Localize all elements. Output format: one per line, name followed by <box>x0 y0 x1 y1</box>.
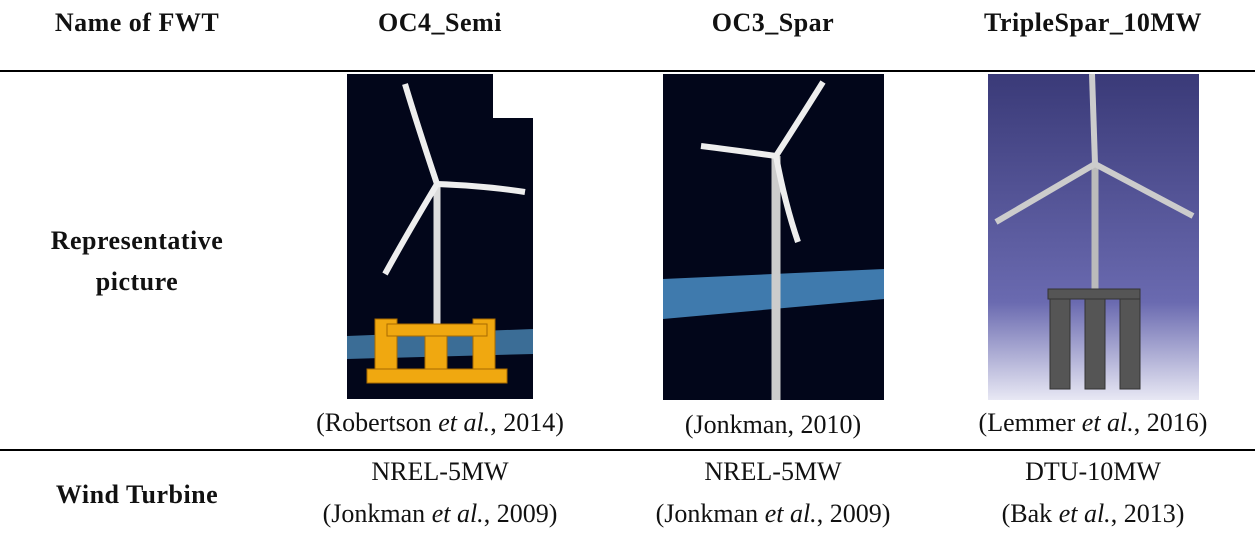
text-part: et al. <box>1058 499 1111 528</box>
turbine-name: NREL-5MW <box>704 457 842 486</box>
header-cell: TripleSpar_10MW <box>984 8 1202 37</box>
rule <box>0 449 1255 451</box>
header-cell: OC3_Spar <box>711 8 835 37</box>
caption: (Robertson et al., 2014) <box>316 408 564 438</box>
text-part: (Robertson <box>316 408 439 437</box>
caption: (Lemmer et al., 2016) <box>979 408 1208 438</box>
turbine-ref: (Bak et al., 2013) <box>1002 499 1185 529</box>
text-part: (Jonkman <box>322 499 432 528</box>
text-part: et al. <box>1081 408 1134 437</box>
text-part: (Jonkman <box>655 499 765 528</box>
picture-oc3 <box>663 74 884 400</box>
turbine-name: DTU-10MW <box>1025 457 1161 486</box>
row-label: picture <box>95 267 179 296</box>
text-part: , 2009) <box>816 499 891 528</box>
row-label: Representative <box>50 226 224 255</box>
text-part: (Bak <box>1001 499 1059 528</box>
turbine-ref: (Jonkman et al., 2009) <box>323 499 558 529</box>
text-part: et al. <box>438 408 491 437</box>
picture-oc4 <box>347 74 533 399</box>
header-cell: OC4_Semi <box>378 8 502 37</box>
text-part: , 2014) <box>490 408 564 437</box>
text-part: et al. <box>431 499 484 528</box>
header-cell: Name of FWT <box>54 8 220 37</box>
picture-triplespar <box>988 74 1199 400</box>
text-part: , 2013) <box>1110 499 1185 528</box>
rule <box>0 70 1255 72</box>
text-part: , 2016) <box>1133 408 1208 437</box>
turbine-name: NREL-5MW <box>371 457 509 486</box>
turbine-ref: (Jonkman et al., 2009) <box>656 499 891 529</box>
row-label: Wind Turbine <box>55 480 219 509</box>
text-part: et al. <box>764 499 817 528</box>
text-part: (Jonkman, 2010) <box>684 410 862 439</box>
caption: (Jonkman, 2010) <box>685 410 861 440</box>
text-part: , 2009) <box>483 499 558 528</box>
text-part: (Lemmer <box>978 408 1082 437</box>
